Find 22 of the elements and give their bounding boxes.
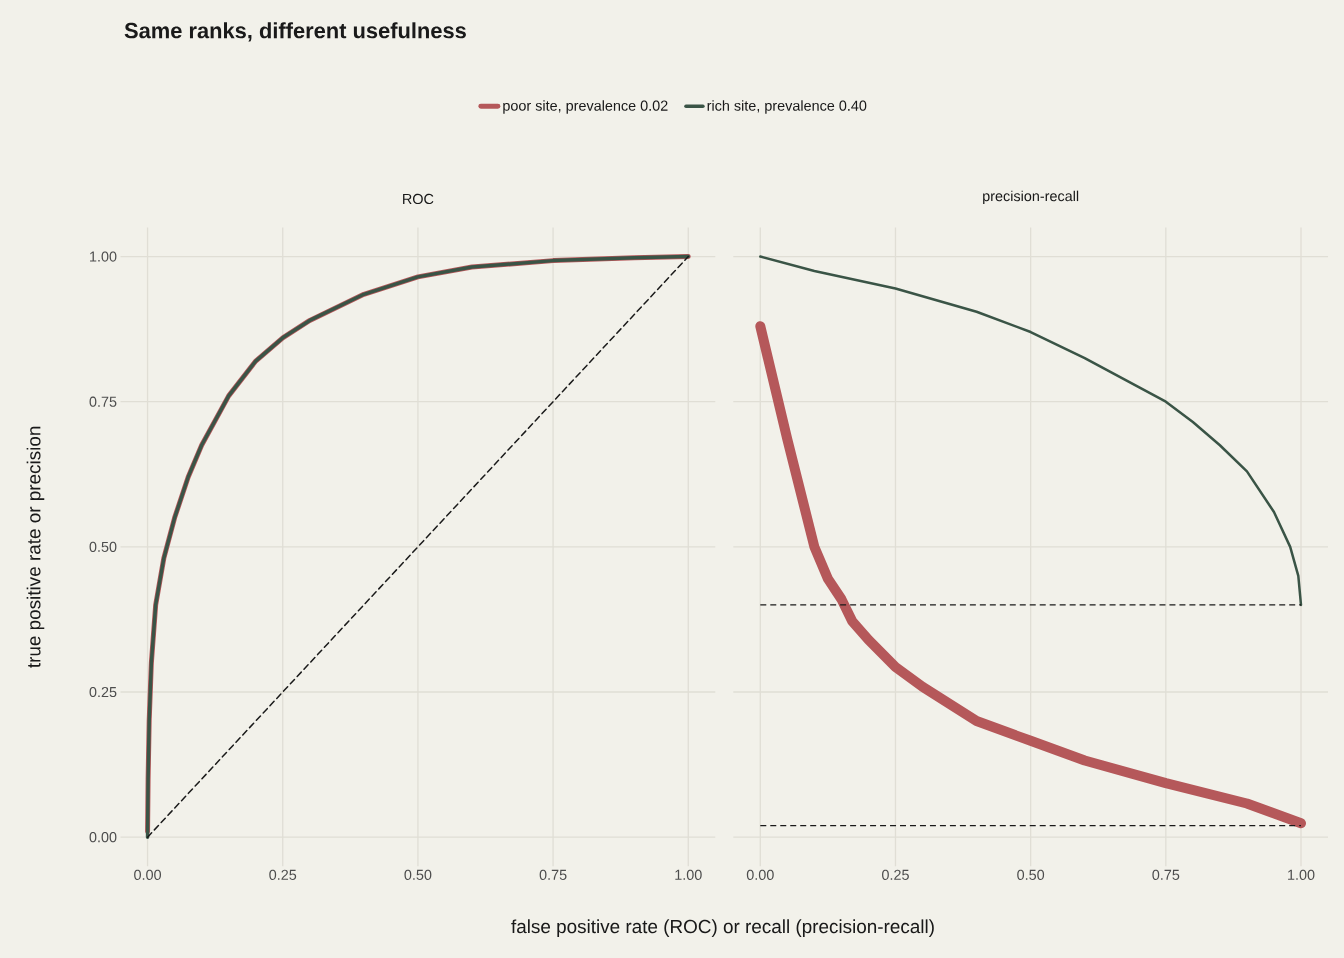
x-tick-label: 0.50 xyxy=(1017,869,1045,880)
x-tick-label: 0.50 xyxy=(404,869,432,880)
y-tick-label: 1.00 xyxy=(90,251,117,262)
y-tick-label: 0.00 xyxy=(89,832,117,843)
chart-subtitle: ROC xyxy=(403,193,434,205)
y-tick-label: 0.75 xyxy=(89,396,117,407)
chart-subtitle: precision-recall xyxy=(983,190,1079,205)
x-tick-label: 1.00 xyxy=(1288,869,1315,880)
x-tick-label: 0.75 xyxy=(1152,869,1180,880)
x-tick-label: 1.00 xyxy=(675,869,702,880)
x-tick-label: 0.00 xyxy=(746,869,774,880)
x-tick-label: 0.75 xyxy=(539,869,567,880)
x-tick-label: 0.25 xyxy=(882,869,909,880)
y-axis-title: true positive rate or precision xyxy=(26,426,45,668)
legend-label: rich site, prevalence 0.40 xyxy=(707,100,867,114)
x-tick-label: 0.00 xyxy=(134,869,162,880)
x-axis-title: false positive rate (ROC) or recall (precision-recall) xyxy=(511,919,934,937)
chart-title: Same ranks, different usefulness xyxy=(124,22,466,42)
y-tick-label: 0.25 xyxy=(89,686,117,698)
y-tick-label: 0.50 xyxy=(89,541,117,552)
legend-label: poor site, prevalence 0.02 xyxy=(503,100,668,114)
x-tick-label: 0.25 xyxy=(269,869,297,880)
